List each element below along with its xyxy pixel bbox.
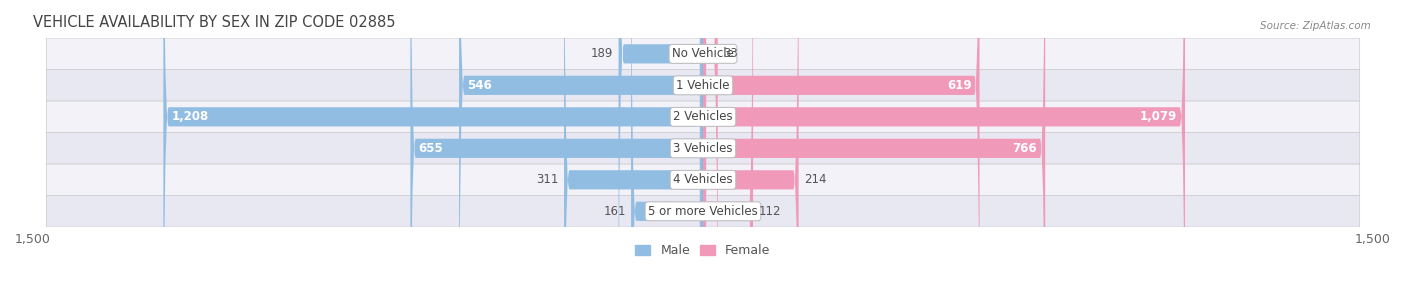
Text: 33: 33 — [723, 47, 738, 60]
FancyBboxPatch shape — [460, 0, 703, 306]
Text: 311: 311 — [536, 173, 558, 186]
Text: 619: 619 — [946, 79, 972, 92]
FancyBboxPatch shape — [46, 69, 1360, 101]
FancyBboxPatch shape — [619, 0, 703, 306]
Text: 1 Vehicle: 1 Vehicle — [676, 79, 730, 92]
Text: 189: 189 — [591, 47, 613, 60]
FancyBboxPatch shape — [703, 0, 799, 306]
Text: 1,208: 1,208 — [172, 110, 208, 123]
Text: No Vehicle: No Vehicle — [672, 47, 734, 60]
Text: 161: 161 — [603, 205, 626, 218]
FancyBboxPatch shape — [703, 0, 1185, 306]
Text: 2 Vehicles: 2 Vehicles — [673, 110, 733, 123]
FancyBboxPatch shape — [564, 0, 703, 306]
FancyBboxPatch shape — [411, 0, 703, 306]
FancyBboxPatch shape — [631, 0, 703, 306]
Text: 655: 655 — [419, 142, 443, 155]
Text: 4 Vehicles: 4 Vehicles — [673, 173, 733, 186]
Legend: Male, Female: Male, Female — [630, 239, 776, 262]
FancyBboxPatch shape — [703, 0, 1045, 306]
Text: 112: 112 — [758, 205, 780, 218]
FancyBboxPatch shape — [703, 0, 980, 306]
Text: 546: 546 — [467, 79, 492, 92]
Text: 1,079: 1,079 — [1140, 110, 1177, 123]
FancyBboxPatch shape — [46, 101, 1360, 132]
FancyBboxPatch shape — [46, 132, 1360, 164]
FancyBboxPatch shape — [703, 0, 754, 306]
FancyBboxPatch shape — [46, 196, 1360, 227]
Text: 214: 214 — [804, 173, 827, 186]
Text: Source: ZipAtlas.com: Source: ZipAtlas.com — [1260, 21, 1371, 32]
FancyBboxPatch shape — [703, 0, 717, 306]
Text: VEHICLE AVAILABILITY BY SEX IN ZIP CODE 02885: VEHICLE AVAILABILITY BY SEX IN ZIP CODE … — [32, 15, 395, 30]
FancyBboxPatch shape — [46, 38, 1360, 69]
Text: 766: 766 — [1012, 142, 1038, 155]
FancyBboxPatch shape — [46, 164, 1360, 196]
Text: 5 or more Vehicles: 5 or more Vehicles — [648, 205, 758, 218]
Text: 3 Vehicles: 3 Vehicles — [673, 142, 733, 155]
FancyBboxPatch shape — [163, 0, 703, 306]
